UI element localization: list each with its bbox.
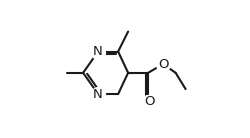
Text: O: O [158,58,168,71]
Text: O: O [144,95,155,108]
Text: N: N [93,45,103,58]
Text: N: N [93,88,103,101]
